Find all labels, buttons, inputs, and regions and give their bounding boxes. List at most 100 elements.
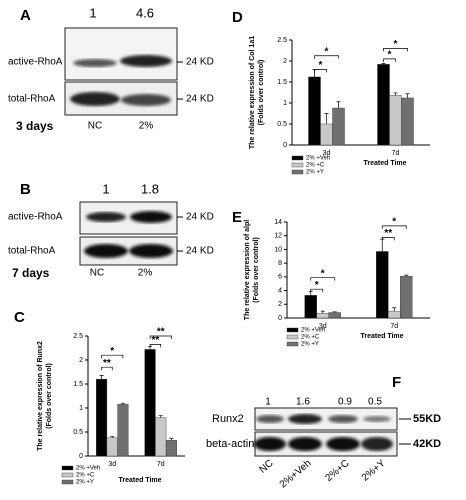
lane-label: 2%: [139, 121, 154, 132]
bar: [165, 439, 177, 457]
significance-label: *: [315, 280, 319, 291]
x-axis-label: Treated Time: [118, 477, 161, 484]
significance-bracket: [314, 69, 327, 73]
significance-bracket: [381, 225, 407, 229]
significance-label: **: [152, 335, 160, 346]
legend-label: 2% +Y: [301, 342, 319, 348]
blot: [64, 27, 178, 116]
significance-label: *: [392, 216, 396, 227]
y-tick-label: 6: [278, 274, 282, 281]
y-tick-label: 2: [278, 301, 282, 308]
lane-label: 2%: [138, 268, 153, 279]
y-tick-label: 14: [274, 219, 282, 226]
panel-letter: E: [232, 209, 242, 226]
significance-bracket: [101, 354, 124, 359]
blot: [254, 407, 398, 457]
lane-label: 2%+Y: [360, 458, 388, 484]
y-tick-label: 2.5: [73, 333, 83, 340]
band: [254, 437, 286, 451]
panel-letter: F: [392, 374, 401, 391]
row-label: active-RhoA: [8, 212, 63, 223]
band: [326, 437, 360, 451]
significance-label: *: [319, 60, 323, 71]
legend-label: 2% +Y: [76, 480, 94, 486]
duration: 7 days: [12, 266, 50, 280]
significance-label: *: [388, 50, 392, 61]
blot: [79, 201, 178, 266]
bar: [328, 312, 341, 319]
band: [129, 244, 173, 258]
legend-label: 2% +Veh: [301, 328, 325, 334]
y-tick-label: 1: [79, 405, 83, 412]
row-label: active-RhoA: [8, 57, 63, 68]
band: [256, 415, 284, 423]
bar: [155, 417, 167, 457]
band: [130, 211, 172, 223]
y-tick-label: 2.5: [277, 37, 287, 44]
size-label: 24 KD: [186, 246, 214, 257]
error-bar: [393, 92, 398, 96]
lane-label: NC: [90, 268, 104, 279]
significance-label: *: [110, 346, 114, 357]
error-bar: [405, 93, 410, 98]
legend-swatch: [286, 327, 299, 333]
row-label: total-RhoA: [8, 246, 56, 257]
x-tick-label: 3d: [319, 323, 327, 330]
bar: [389, 95, 402, 146]
legend-swatch: [61, 479, 74, 485]
bar: [308, 76, 321, 146]
y-tick-label: 2: [283, 58, 287, 65]
legend-swatch: [291, 155, 304, 161]
significance-bracket: [314, 55, 339, 59]
significance-label: **: [384, 228, 392, 239]
row-label: Runx2: [212, 413, 244, 425]
significance-label: *: [325, 46, 329, 57]
ratio: 1: [102, 181, 109, 196]
row-label: beta-actin: [206, 438, 254, 450]
y-tick-label: 0.5: [277, 121, 287, 128]
size-label: 55KD: [413, 413, 441, 425]
y-tick-label: 1: [283, 100, 287, 107]
y-tick-label: 0: [278, 315, 282, 322]
bar: [376, 251, 389, 319]
legend-label: 2% +C: [306, 163, 325, 169]
ratio: 0.9: [338, 397, 352, 408]
band: [361, 437, 393, 451]
bar: [377, 64, 390, 146]
legend-label: 2% +C: [76, 473, 95, 479]
bar: [400, 275, 413, 319]
bar: [96, 379, 108, 457]
y-tick-label: 4: [278, 287, 282, 294]
band: [363, 416, 391, 422]
bar: [320, 123, 333, 146]
bar: [106, 437, 118, 457]
significance-label: *: [321, 268, 325, 279]
lane-label: NC: [88, 121, 102, 132]
x-tick-label: 7d: [392, 150, 400, 157]
panel-letter: C: [14, 309, 25, 326]
bar: [144, 349, 156, 457]
x-axis-label: Treated Time: [360, 333, 403, 340]
band: [86, 212, 126, 222]
ratio: 1.6: [296, 397, 310, 408]
significance-bracket: [383, 48, 408, 52]
bar: [332, 107, 345, 146]
bar: [117, 403, 129, 457]
band: [73, 59, 117, 67]
y-axis-label: (Folds over control): [258, 60, 265, 126]
error-bar: [332, 311, 337, 313]
x-tick-label: 7d: [390, 323, 398, 330]
ratio: 1: [265, 397, 271, 408]
legend-label: 2% +Veh: [306, 156, 330, 162]
band: [288, 414, 322, 424]
legend-swatch: [61, 472, 74, 478]
error-bar: [110, 435, 115, 438]
y-axis-label: (Folds over control): [253, 237, 260, 303]
ratio: 1: [89, 5, 96, 20]
lane-label: 2%+Veh: [278, 458, 314, 491]
band: [120, 55, 172, 67]
significance-bracket: [149, 344, 162, 348]
x-tick-label: 3d: [108, 461, 116, 468]
panel-letter: A: [20, 7, 31, 24]
y-tick-label: 2: [79, 357, 83, 364]
